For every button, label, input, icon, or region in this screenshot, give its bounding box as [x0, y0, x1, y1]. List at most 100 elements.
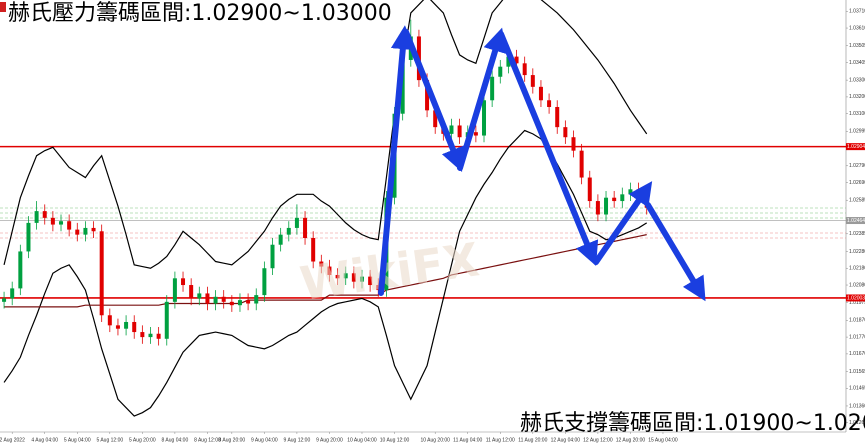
x-tick-label: 11 Aug 12:00 — [486, 437, 515, 443]
level-label-box — [846, 143, 865, 151]
y-tick-label: 1.03300 — [849, 77, 865, 83]
y-tick-label: 1.02585 — [849, 198, 865, 204]
level-label: 1.02464 — [847, 218, 865, 224]
dashed-levels — [0, 207, 846, 239]
x-tick-label: 11 Aug 04:00 — [453, 437, 482, 443]
candle-body — [246, 300, 251, 304]
candle-body — [343, 273, 348, 279]
candle-body — [107, 315, 112, 326]
x-tick-label: 5 Aug 04:00 — [64, 437, 91, 443]
candle-body — [115, 325, 120, 329]
level-label: 1.02003 — [847, 295, 865, 301]
candle-body — [59, 221, 64, 225]
y-tick-label: 1.01770 — [849, 334, 865, 340]
candle-body — [205, 293, 210, 304]
x-tick-label: 2 Aug 2022 — [0, 437, 25, 443]
candle-body — [42, 211, 47, 218]
indicator-line — [4, 234, 647, 308]
candle-body — [351, 273, 356, 282]
x-tick-label: 9 Aug 20:00 — [316, 437, 343, 443]
x-tick-label: 8 Aug 12:00 — [194, 437, 221, 443]
candle-body — [538, 86, 543, 101]
candle-body — [18, 251, 23, 289]
y-tick-label: 1.03405 — [849, 60, 865, 66]
y-tick-label: 1.01670 — [849, 351, 865, 357]
y-tick-label: 1.01360 — [849, 403, 865, 409]
candle-body — [555, 106, 560, 128]
x-tick-label: 9 Aug 12:00 — [284, 437, 311, 443]
candle-body — [286, 227, 291, 235]
x-tick-label: 12 Aug 20:00 — [616, 437, 646, 443]
candle-body — [376, 285, 381, 291]
candle-body — [10, 288, 15, 299]
candle-body — [604, 197, 609, 215]
candle-body — [34, 211, 39, 223]
arrow — [593, 181, 653, 265]
candle-body — [156, 333, 161, 339]
x-tick-label: 12 Aug 04:00 — [551, 437, 581, 443]
y-tick-label: 1.02690 — [849, 180, 865, 186]
candle-body — [319, 261, 324, 267]
x-tick-label: 8 Aug 20:00 — [218, 437, 245, 443]
candle-body — [587, 177, 592, 202]
candle-body — [506, 56, 511, 67]
y-tick-label: 1.01975 — [849, 300, 865, 306]
candle-body — [547, 100, 552, 107]
candle-body — [50, 217, 55, 225]
x-tick-label: 9 Aug 04:00 — [251, 437, 278, 443]
y-tick-label: 1.01870 — [849, 318, 865, 324]
candle-body — [522, 63, 527, 76]
arrow — [457, 27, 507, 171]
level-label-box — [846, 217, 865, 225]
candle-body — [197, 293, 202, 299]
candle-body — [83, 227, 88, 235]
y-tick-label: 1.02280 — [849, 249, 865, 255]
candle-body — [91, 227, 96, 232]
candle-body — [482, 100, 487, 136]
x-tick-label: 11 Aug 20:00 — [518, 437, 547, 443]
candle-body — [303, 217, 308, 239]
candle-body — [229, 301, 234, 306]
candle-body — [620, 194, 625, 202]
y-tick-label: 1.02995 — [849, 129, 865, 135]
arrow — [403, 29, 465, 173]
x-tick-label: 15 Aug 04:00 — [648, 437, 678, 443]
candle-body — [124, 321, 129, 329]
candle-body — [189, 285, 194, 299]
candle-body — [498, 66, 503, 77]
candle-body — [278, 234, 283, 245]
x-tick-label: 10 Aug 12:00 — [380, 437, 410, 443]
arrow — [378, 25, 415, 296]
candle-body — [254, 295, 259, 304]
candle-body — [237, 300, 242, 306]
arrow — [645, 202, 706, 302]
candle-body — [181, 278, 186, 286]
candle-body — [335, 274, 340, 279]
y-tick-label: 1.03200 — [849, 94, 865, 100]
resistance-annotation: 赫氏壓力籌碼區間:1.02900~1.03000 — [8, 1, 392, 26]
candle-body — [490, 76, 495, 101]
x-tick-label: 8 Aug 04:00 — [162, 437, 189, 443]
candle-body — [132, 321, 137, 333]
logo — [0, 2, 6, 12]
candle-body — [67, 221, 72, 230]
candle-body — [579, 150, 584, 178]
y-tick-label: 1.03710 — [849, 9, 865, 15]
y-tick-label: 1.01565 — [849, 369, 865, 375]
candle-body — [294, 217, 299, 228]
candle-body — [327, 266, 332, 275]
candle-body — [595, 201, 600, 215]
y-tick-label: 1.02180 — [849, 266, 865, 272]
x-tick-label: 5 Aug 12:00 — [96, 437, 123, 443]
x-tick-label: 4 Aug 04:00 — [31, 437, 58, 443]
candle-body — [473, 132, 478, 136]
candle-body — [563, 127, 568, 138]
candle-body — [75, 229, 80, 235]
candle-body — [368, 276, 373, 286]
trend-arrows — [378, 25, 706, 302]
candle-body — [172, 278, 177, 302]
candle-body — [26, 222, 31, 252]
